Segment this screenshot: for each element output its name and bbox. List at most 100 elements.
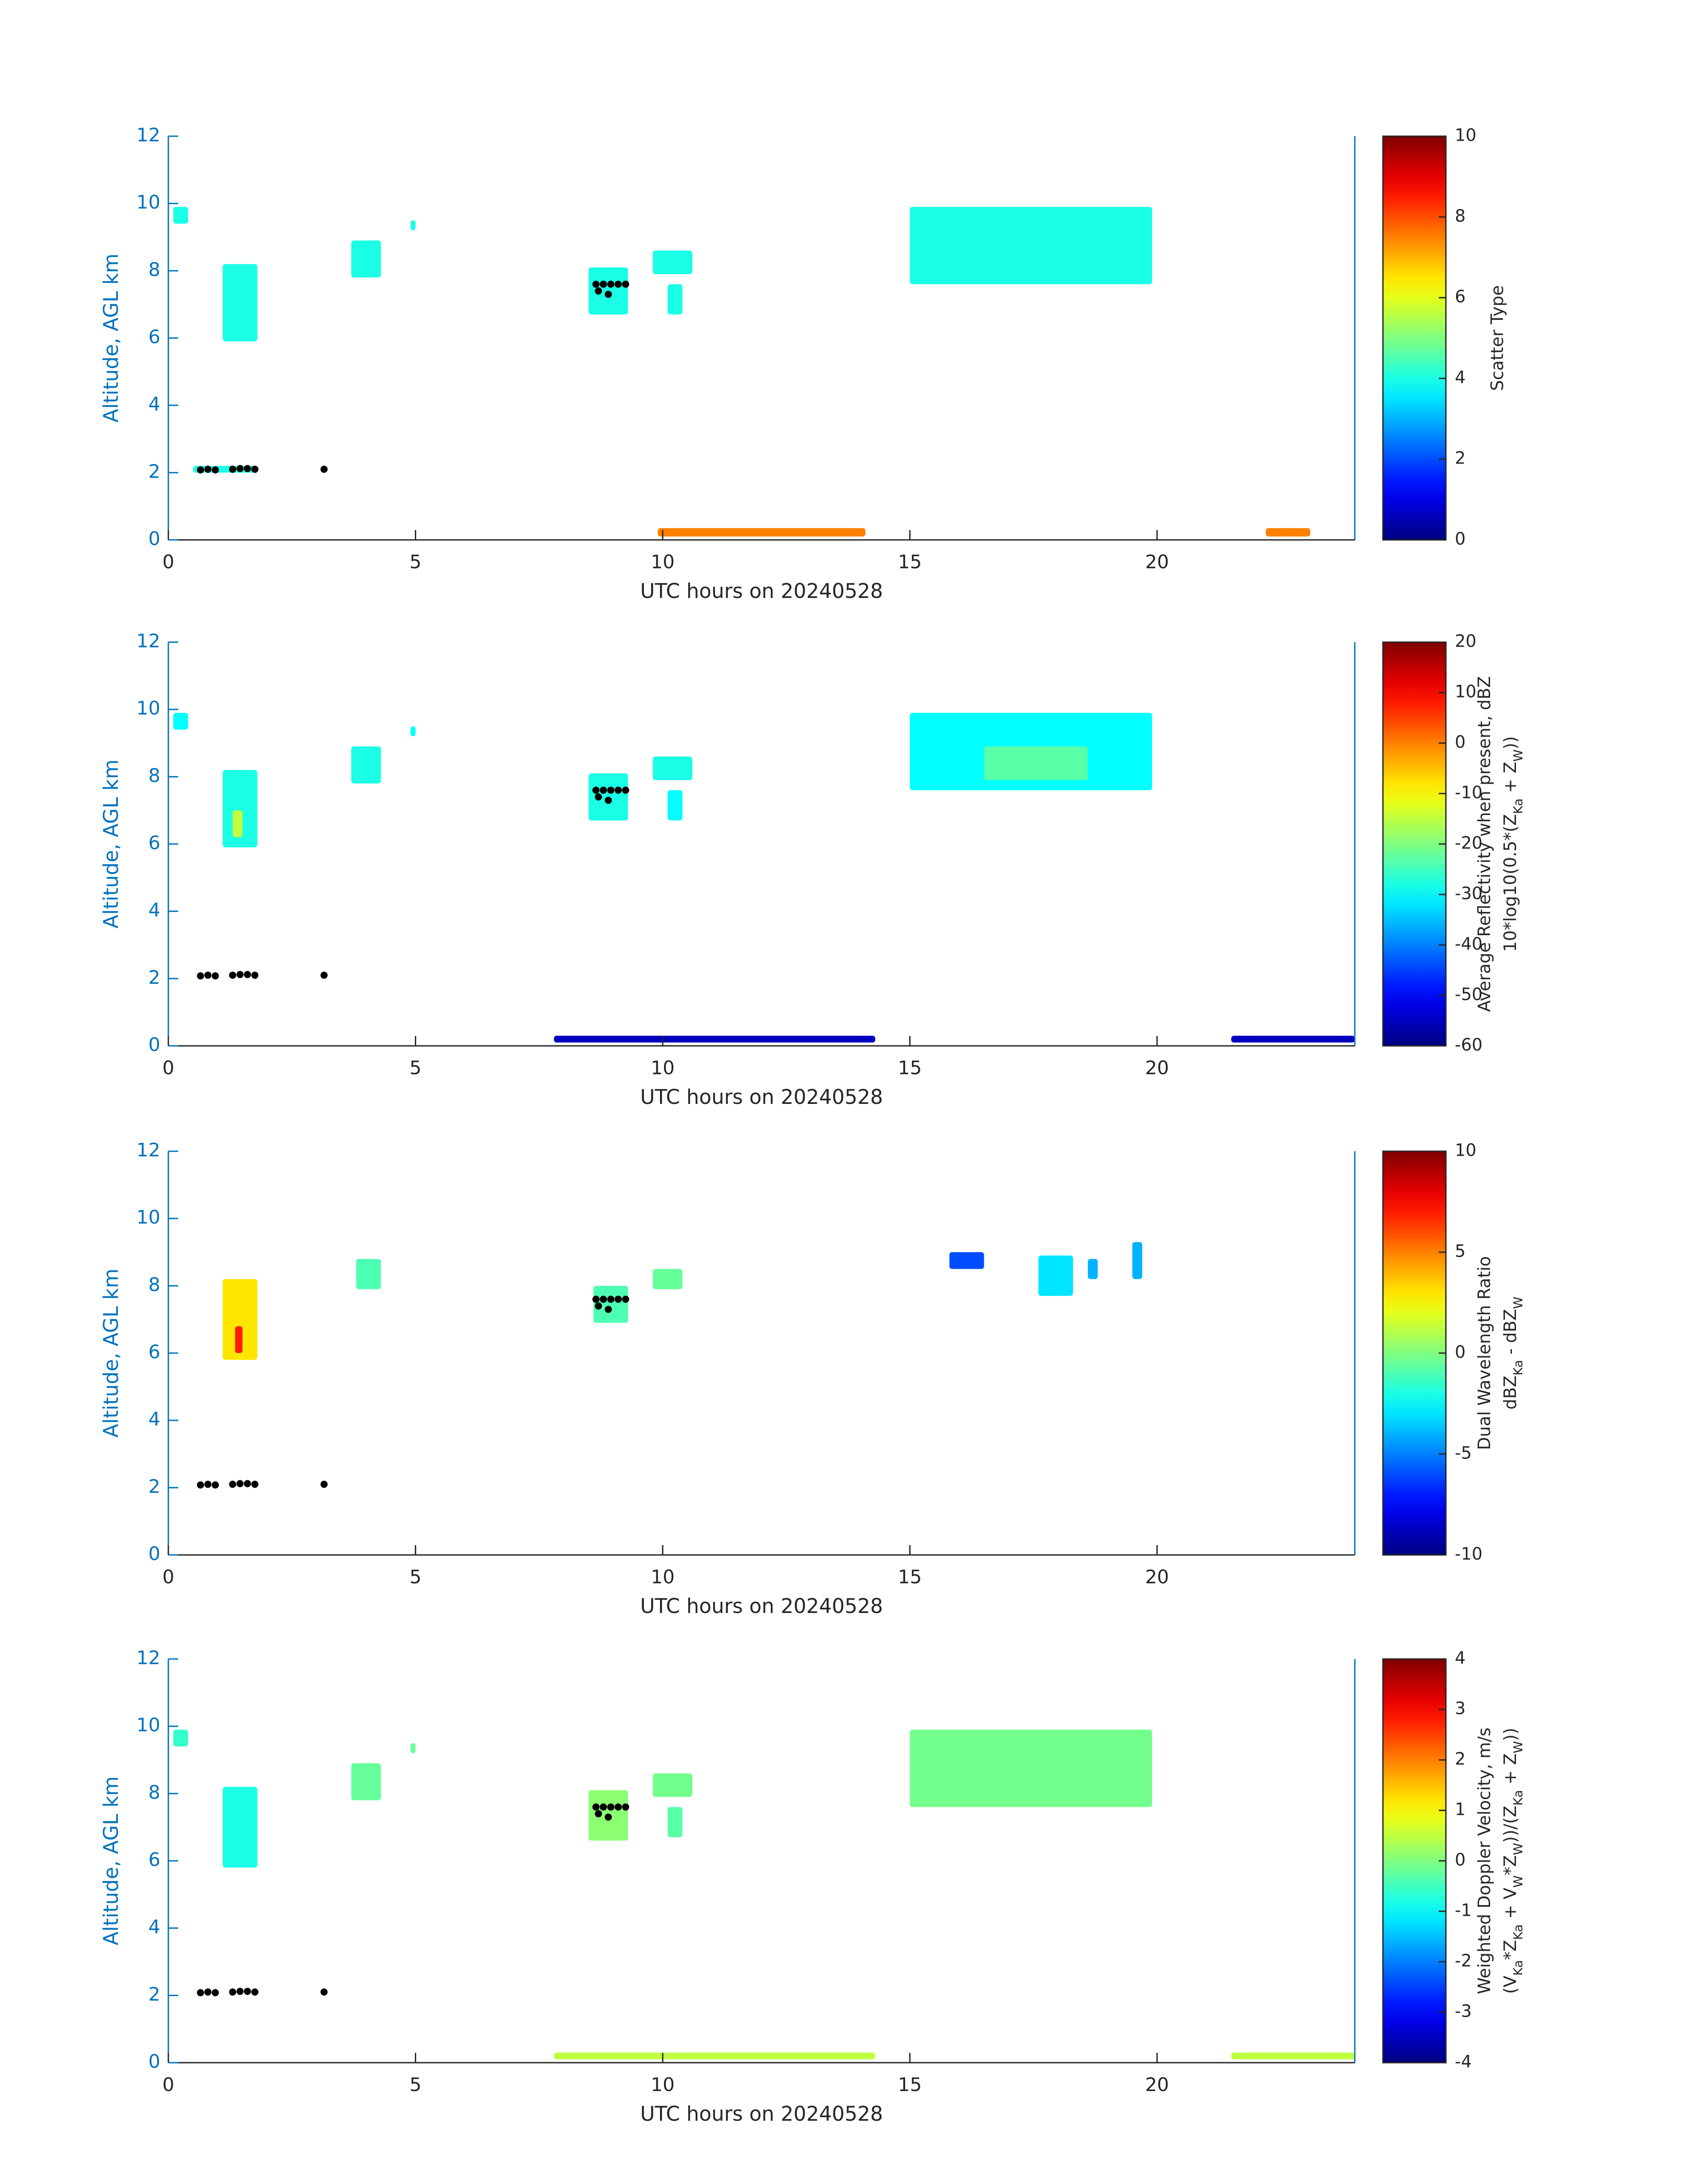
- marker: [614, 1803, 622, 1811]
- y-tick-label: 2: [148, 966, 160, 988]
- marker: [607, 786, 614, 794]
- y-tick-label: 10: [137, 191, 160, 213]
- y-tick-label: 2: [148, 1475, 160, 1497]
- data-region: [222, 770, 258, 848]
- y-tick-label: 6: [148, 1849, 160, 1871]
- marker: [236, 1988, 244, 1995]
- label-part: *Z: [1500, 1855, 1520, 1875]
- marker: [607, 280, 614, 288]
- y-tick-label: 4: [148, 393, 160, 415]
- y-tick-label: 6: [148, 1341, 160, 1363]
- data-region: [668, 790, 683, 821]
- data-region: [652, 756, 693, 780]
- data-region: [1038, 1255, 1073, 1296]
- y-tick-label: 12: [137, 630, 160, 652]
- marker: [196, 1481, 204, 1489]
- colorbar: [1382, 641, 1447, 1047]
- data-region: [235, 1326, 243, 1353]
- panel: 0 2 4 6 8 10 12 0 5 10 15 20 UTC hours on 20240528 Al…: [99, 630, 1525, 1109]
- data-region: [910, 207, 1153, 284]
- marker: [622, 1295, 630, 1303]
- data-region: [351, 240, 381, 278]
- marker: [251, 1480, 259, 1488]
- marker: [196, 1989, 204, 1997]
- marker: [600, 280, 607, 288]
- data-region: [668, 284, 683, 315]
- y-tick-label: 8: [148, 1274, 160, 1295]
- marker: [244, 1988, 251, 1995]
- marker: [320, 465, 328, 473]
- y-tick-label: 12: [137, 1647, 160, 1669]
- colorbar-tick-label: 4: [1455, 1648, 1466, 1668]
- data-region: [910, 1730, 1153, 1807]
- x-tick-label: 10: [651, 551, 674, 573]
- y-tick-label: 0: [148, 528, 160, 550]
- data-region: [410, 220, 416, 230]
- data-region: [949, 1252, 984, 1269]
- x-tick-label: 0: [163, 2074, 175, 2096]
- y-tick-label: 12: [137, 124, 160, 146]
- colorbar-tick-label: 0: [1455, 529, 1466, 549]
- data-region: [222, 264, 258, 342]
- data-region: [1231, 1036, 1355, 1043]
- marker: [229, 971, 236, 979]
- marker: [622, 786, 630, 794]
- marker: [212, 1989, 219, 1997]
- x-tick-label: 5: [409, 2074, 422, 2096]
- marker: [204, 465, 212, 473]
- x-tick-label: 15: [898, 551, 922, 573]
- marker: [212, 972, 219, 980]
- marker: [236, 971, 244, 978]
- marker: [196, 972, 204, 980]
- x-tick-label: 20: [1145, 2074, 1169, 2096]
- label-part: *Z: [1500, 1940, 1520, 1960]
- colorbar-label: (VKa*ZKa + VW*ZW))/(ZKa + ZW)): [1500, 1728, 1525, 1994]
- marker: [320, 1480, 328, 1488]
- y-tick-label: 10: [137, 697, 160, 719]
- colorbar-tick-label: 5: [1455, 1241, 1466, 1261]
- colorbar-tick-label: 0: [1455, 732, 1466, 752]
- marker: [622, 1803, 630, 1811]
- marker: [204, 1988, 212, 1996]
- y-tick-label: 8: [148, 1781, 160, 1803]
- colorbar-tick-label: -40: [1455, 934, 1482, 954]
- x-axis-label: UTC hours on 20240528: [640, 1085, 883, 1109]
- x-axis-label: UTC hours on 20240528: [640, 2102, 883, 2126]
- data-region: [356, 1259, 381, 1289]
- colorbar-tick-label: -30: [1455, 884, 1482, 903]
- colorbar-tick-label: -1: [1455, 1901, 1472, 1920]
- data-region: [658, 528, 865, 537]
- label-part: dBZ: [1500, 1375, 1520, 1409]
- x-tick-label: 15: [898, 1057, 922, 1079]
- colorbar-tick-label: 10: [1455, 1141, 1476, 1160]
- data-region: [222, 1279, 258, 1360]
- colorbar-tick-label: -60: [1455, 1035, 1482, 1055]
- colorbar-label: Average Reflectivity when present, dBZ: [1474, 676, 1494, 1012]
- y-tick-label: 4: [148, 899, 160, 921]
- colorbar-tick-label: 10: [1455, 682, 1476, 702]
- marker: [236, 1480, 244, 1488]
- marker: [614, 786, 622, 794]
- colorbar-tick-label: 3: [1455, 1699, 1466, 1718]
- marker: [595, 287, 602, 295]
- data-region: [554, 2052, 876, 2060]
- colorbar-tick-label: 0: [1455, 1342, 1466, 1362]
- x-tick-label: 10: [651, 1566, 674, 1588]
- label-part: (V: [1500, 1976, 1520, 1994]
- marker: [595, 1810, 602, 1818]
- data-region: [652, 251, 693, 274]
- colorbar-tick-label: -50: [1455, 985, 1482, 1004]
- marker: [605, 1306, 612, 1313]
- label-part: W: [1511, 749, 1525, 762]
- x-tick-label: 0: [163, 551, 175, 573]
- x-tick-label: 20: [1145, 1566, 1169, 1588]
- data-region: [222, 1787, 258, 1868]
- y-tick-label: 0: [148, 1543, 160, 1565]
- y-tick-label: 6: [148, 832, 160, 854]
- colorbar: [1382, 1658, 1447, 2064]
- marker: [592, 280, 600, 288]
- label-part: - dBZ: [1500, 1309, 1520, 1360]
- colorbar-label: dBZKa - dBZW: [1500, 1296, 1525, 1409]
- colorbar-label: Weighted Doppler Velocity, m/s: [1474, 1727, 1494, 1994]
- label-part: W: [1511, 1843, 1525, 1855]
